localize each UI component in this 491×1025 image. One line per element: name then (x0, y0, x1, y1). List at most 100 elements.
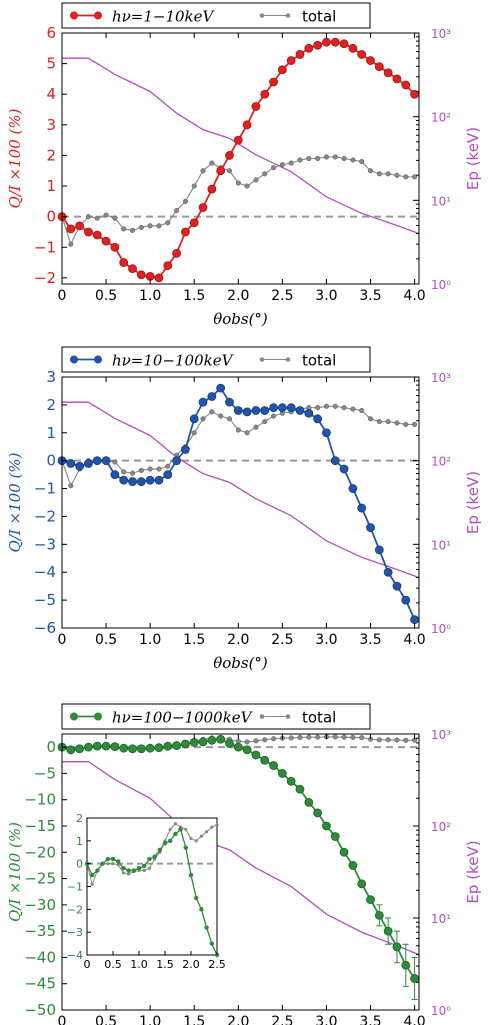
band-point (366, 56, 375, 65)
total-point (156, 466, 162, 472)
total-point (253, 177, 259, 183)
y-tick-label: −40 (24, 948, 56, 966)
y-tick-label: 6 (46, 24, 56, 42)
inset-total-point (127, 872, 131, 876)
inset-band-point (152, 854, 157, 860)
total-point (332, 154, 338, 160)
right-axis-label: Ep (keV) (464, 471, 482, 534)
x-tick-label: 1.0 (139, 288, 161, 304)
legend-band-marker (70, 712, 78, 721)
total-point (191, 183, 197, 189)
total-point (85, 214, 91, 220)
right-tick-label: 10² (431, 820, 451, 834)
band-point (207, 392, 217, 401)
band-point (145, 743, 155, 753)
total-point (103, 212, 109, 218)
y-tick-label: −45 (24, 975, 56, 993)
y-tick-label: −5 (34, 591, 56, 609)
inset-x-tick-label: 0.5 (104, 958, 122, 971)
x-tick-label: 4.0 (403, 632, 425, 648)
legend-total-marker (285, 13, 291, 18)
inset-band-point (183, 845, 188, 850)
legend-band-marker (70, 355, 78, 364)
panel-1: 0 0.5 1.0 1.5 2.0 2.5 3.0 3.5 4.0 −2 −1 0 1 2 3 4 5 6 10⁰ 1… (6, 2, 482, 328)
total-point (271, 165, 277, 171)
y-tick-label: −50 (24, 1001, 56, 1019)
inset-total-point (147, 866, 151, 870)
band-point (330, 456, 340, 466)
band-point (181, 227, 190, 237)
band-point (233, 406, 243, 415)
band-point (260, 89, 270, 99)
inset-total-point (189, 836, 193, 841)
inset-total-point (168, 827, 172, 832)
band-point (339, 847, 349, 857)
total-point (403, 421, 409, 427)
band-point (207, 735, 217, 745)
legend-box (61, 346, 371, 373)
x-tick-label: 1.0 (139, 1014, 161, 1025)
inset-y-tick-label: −3 (67, 926, 83, 939)
y-tick-label: 0 (46, 452, 56, 470)
inset-total-point (184, 827, 188, 832)
total-point (244, 183, 250, 189)
band-point (101, 456, 111, 466)
band-point (154, 743, 164, 753)
band-point (216, 734, 226, 744)
y-tick-label: −15 (24, 817, 56, 835)
y-tick-label: −1 (34, 480, 56, 498)
band-point (304, 797, 314, 807)
y-tick-label: 3 (46, 116, 56, 134)
total-point (129, 227, 136, 233)
band-point (383, 567, 393, 577)
plot-frame (61, 733, 420, 1011)
band-point (269, 77, 278, 87)
band-point (75, 744, 85, 754)
total-point (200, 168, 206, 174)
band-point (233, 135, 243, 145)
total-point (235, 180, 241, 186)
y-tick-label: 2 (46, 396, 56, 414)
band-point (101, 741, 111, 751)
right-tick-label: 10² (431, 111, 451, 125)
total-point (403, 174, 409, 180)
band-point (339, 39, 349, 49)
total-point (262, 737, 268, 743)
panel-3: 0 0.5 1.0 1.5 2.0 2.5 3.0 3.5 4.0−50−45−40−35−30… (6, 703, 482, 1025)
x-tick-label: 3.0 (315, 1014, 337, 1025)
x-tick-label: 4.0 (403, 288, 425, 304)
band-point (313, 414, 323, 424)
legend-band-marker (94, 712, 102, 721)
total-point (253, 738, 259, 744)
total-point (306, 734, 312, 740)
band-point (216, 166, 226, 176)
total-point (412, 421, 418, 427)
inset-total-point (194, 839, 198, 843)
inset-band-point (126, 868, 131, 873)
total-point (112, 215, 118, 221)
y-tick-label: −25 (24, 870, 56, 888)
total-point (385, 171, 391, 177)
band-point (313, 808, 323, 818)
total-point (138, 467, 144, 473)
inset-band-point (90, 872, 95, 878)
legend-total-label: total (302, 709, 336, 727)
inset-band-point (188, 872, 194, 878)
y-tick-label: −20 (24, 843, 56, 861)
band-point (145, 475, 155, 485)
total-point (350, 157, 356, 163)
band-point (295, 50, 305, 59)
band-point (84, 742, 93, 752)
band-point (110, 742, 120, 752)
legend-total-marker (285, 357, 291, 362)
ep-line (62, 57, 420, 235)
inset-total-point (199, 834, 203, 838)
band-point (277, 769, 287, 778)
inset-band-point (116, 859, 121, 864)
plot-frame (61, 376, 420, 629)
inset-band-point (95, 868, 100, 873)
band-point (225, 397, 234, 407)
band-point (269, 403, 278, 413)
band-point (401, 595, 411, 605)
